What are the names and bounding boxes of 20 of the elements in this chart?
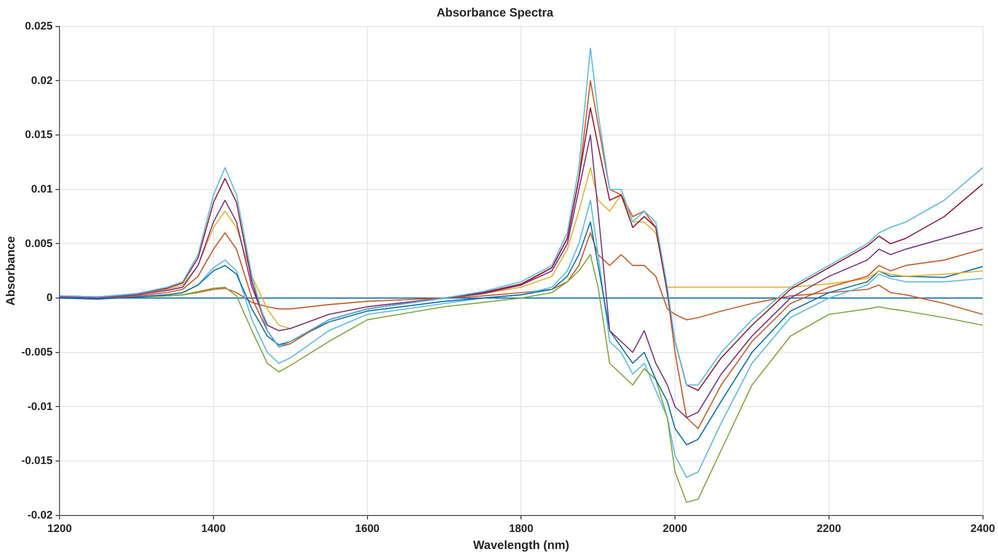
x-tick-label: 1200	[47, 523, 72, 536]
x-axis-title: Wavelength (nm)	[473, 538, 570, 552]
y-tick-label: 0.005	[25, 238, 53, 250]
y-tick-label: -0.02	[28, 509, 53, 522]
y-tick-label: -0.01	[28, 400, 53, 413]
x-tick-label: 1600	[355, 523, 380, 536]
y-tick-label: -0.015	[21, 455, 53, 468]
x-tick-label: 1800	[508, 523, 534, 536]
x-tick-label: 2400	[970, 523, 996, 536]
y-tick-label: 0.015	[25, 129, 53, 142]
y-tick-label: 0.025	[25, 20, 53, 32]
y-tick-label: 0.02	[31, 74, 53, 87]
x-tick-label: 2200	[816, 523, 842, 536]
y-tick-label: 0.01	[31, 183, 53, 196]
y-tick-label: -0.005	[21, 346, 53, 358]
y-axis-title: Absorbance	[4, 236, 18, 306]
chart-title: Absorbance Spectra	[436, 6, 554, 20]
y-tick-label: 0	[46, 292, 53, 304]
x-tick-label: 2000	[662, 523, 688, 536]
x-tick-label: 1400	[201, 523, 226, 536]
